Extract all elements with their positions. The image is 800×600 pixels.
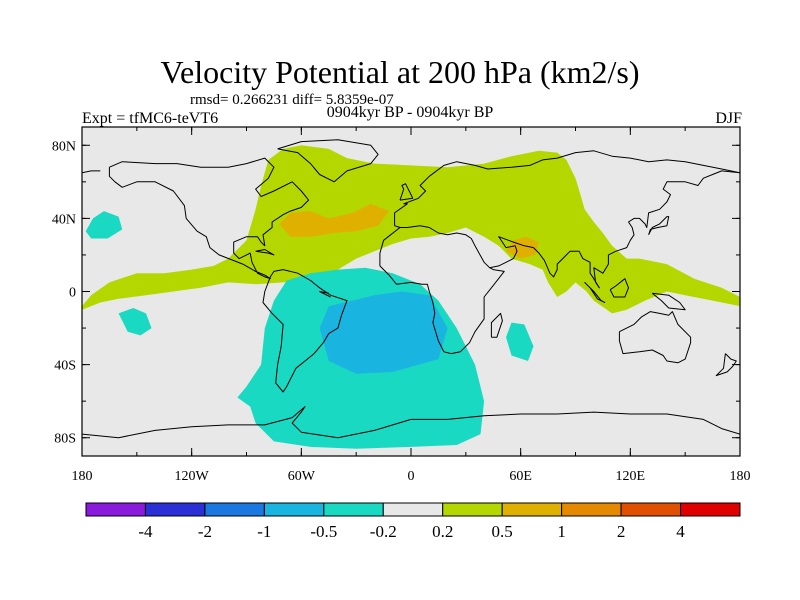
contour-region-south-pacific-low xyxy=(118,308,152,336)
colorbar-swatch xyxy=(501,502,563,517)
coastline-17 xyxy=(319,291,331,298)
coastline-14 xyxy=(715,353,737,377)
coastline-16 xyxy=(255,249,275,256)
coastline-4 xyxy=(82,170,101,174)
coastline-3 xyxy=(394,150,740,226)
colorbar-swatch xyxy=(620,502,682,517)
coastline-0 xyxy=(108,157,310,280)
colorbar-label: -1 xyxy=(257,522,271,541)
x-tick-label: 60W xyxy=(288,469,316,484)
colorbar-swatch xyxy=(204,502,265,517)
colorbar-swatch xyxy=(144,502,206,517)
colorbar-swatch xyxy=(263,502,325,517)
colorbar-label: -0.5 xyxy=(310,522,337,541)
colorbar-label: -0.2 xyxy=(370,522,397,541)
y-tick-label: 80N xyxy=(52,139,76,154)
contour-region-south-atlantic-core xyxy=(319,291,448,374)
colorbar-label: 4 xyxy=(676,522,685,541)
contour-region-north-pacific-low xyxy=(85,211,123,239)
x-tick-label: 0 xyxy=(408,469,415,484)
contour-region-north-positive-band xyxy=(82,145,740,314)
x-tick-label: 180 xyxy=(730,469,751,484)
colorbar-swatch xyxy=(382,502,444,517)
colorbar-label: -2 xyxy=(198,522,212,541)
coastline-6 xyxy=(489,170,740,289)
colorbar-swatch xyxy=(323,502,384,517)
coastline-1 xyxy=(277,139,379,183)
colorbar-swatch xyxy=(561,502,622,517)
chart-title: Velocity Potential at 200 hPa (km2/s) xyxy=(160,54,640,90)
coastline-13 xyxy=(618,311,692,364)
x-tick-label: 120E xyxy=(616,469,646,484)
y-tick-label: 40N xyxy=(52,212,76,227)
colorbar-swatch xyxy=(680,502,741,517)
coastline-7 xyxy=(648,216,670,236)
contour-region-indian-ocean-low xyxy=(506,322,534,361)
coastline-9 xyxy=(490,312,503,338)
experiment-label: Expt = tfMC6-teVT6 xyxy=(82,110,219,127)
period-label: 0904kyr BP - 0904kyr BP xyxy=(326,104,494,121)
coastline-15 xyxy=(82,406,740,439)
colorbar-label: 0.2 xyxy=(432,522,453,541)
coastline-8 xyxy=(399,183,414,201)
stats-label: rmsd= 0.266231 diff= 5.8359e-07 xyxy=(190,92,394,108)
coastline-2 xyxy=(262,269,348,393)
colorbar-swatch xyxy=(442,502,503,517)
season-label: DJF xyxy=(715,110,742,127)
contour-region-north-atlantic-high xyxy=(279,203,390,237)
x-tick-label: 60E xyxy=(509,469,532,484)
colorbar-swatch xyxy=(85,502,146,517)
y-tick-label: 0 xyxy=(69,286,76,301)
coastline-12 xyxy=(651,292,686,311)
colorbar-label: 1 xyxy=(557,522,566,541)
y-tick-label: 80S xyxy=(54,432,76,447)
colorbar-label: 2 xyxy=(617,522,626,541)
coastline-10 xyxy=(584,282,606,303)
coastline-5 xyxy=(379,225,505,355)
colorbar-label: 0.5 xyxy=(492,522,513,541)
colorbar-label: -4 xyxy=(138,522,153,541)
x-tick-label: 180 xyxy=(72,469,93,484)
coastline-11 xyxy=(609,278,629,298)
x-tick-label: 120W xyxy=(175,469,210,484)
y-tick-label: 40S xyxy=(54,359,76,374)
